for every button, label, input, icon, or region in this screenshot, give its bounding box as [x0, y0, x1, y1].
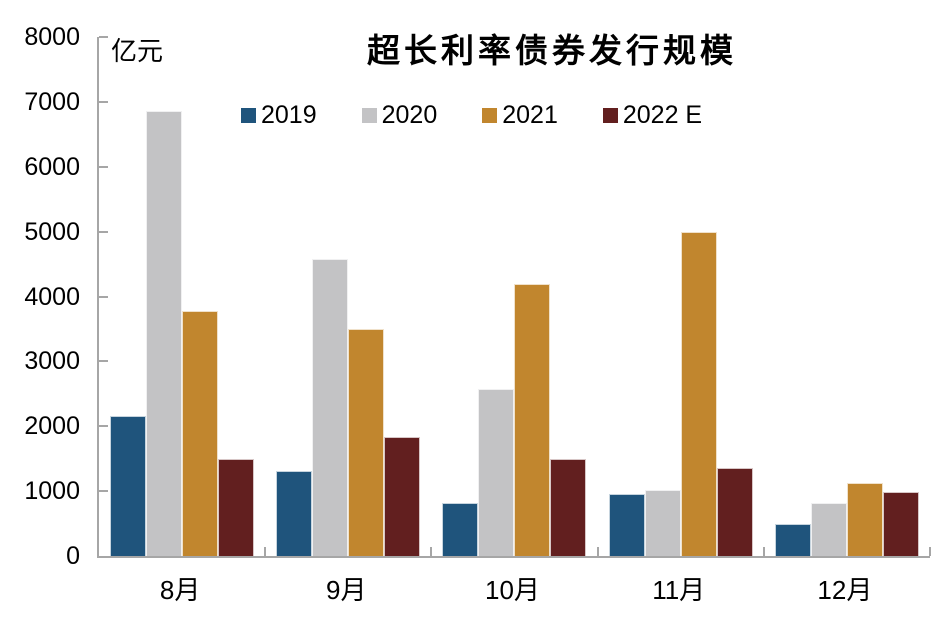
bar-group-11月 — [598, 37, 764, 556]
y-axis-tick — [99, 360, 108, 363]
x-axis-tick — [596, 547, 599, 556]
x-axis-label-11月: 11月 — [652, 575, 706, 605]
y-axis-tick — [99, 36, 108, 38]
bar-2020-10月 — [478, 389, 515, 556]
y-axis-label-7000: 7000 — [24, 87, 80, 116]
bar-2022E-12月 — [882, 491, 919, 556]
bar-2019-10月 — [442, 502, 479, 556]
legend-item-2021: 2021 — [482, 101, 558, 130]
bar-2022E-10月 — [550, 459, 587, 556]
y-axis-tick — [99, 425, 108, 428]
legend-label: 2020 — [381, 101, 438, 129]
plot-area — [97, 36, 931, 558]
x-axis-label-10月: 10月 — [485, 575, 540, 605]
y-axis-label-5000: 5000 — [24, 217, 80, 246]
bar-2021-9月 — [348, 328, 385, 556]
legend-item-2020: 2020 — [361, 101, 438, 130]
legend-swatch-icon — [482, 108, 498, 123]
legend-swatch-icon — [602, 108, 618, 123]
legend: 2019 2020 2021 2022 E — [241, 101, 702, 130]
legend-item-2019: 2019 — [241, 101, 317, 130]
bar-2021-11月 — [680, 231, 717, 556]
bar-2022E-9月 — [384, 436, 421, 556]
legend-label: 2022 E — [622, 101, 703, 129]
y-axis-label-3000: 3000 — [24, 347, 80, 376]
bar-2021-12月 — [846, 482, 883, 556]
y-axis-label-6000: 6000 — [24, 152, 80, 181]
bar-2019-9月 — [276, 471, 313, 556]
bar-group-8月 — [99, 37, 265, 556]
bar-2020-8月 — [146, 110, 183, 556]
y-axis-label-2000: 2000 — [24, 412, 80, 441]
bar-2019-8月 — [110, 415, 147, 556]
bar-2019-11月 — [608, 494, 645, 556]
x-axis-tick — [430, 547, 433, 556]
bar-2019-12月 — [774, 523, 811, 556]
bar-2022E-8月 — [218, 459, 255, 556]
x-axis-label-9月: 9月 — [326, 575, 367, 605]
y-axis-tick — [99, 295, 108, 298]
y-axis-tick — [99, 230, 108, 233]
legend-label: 2019 — [261, 101, 317, 129]
y-axis-tick — [99, 100, 108, 103]
x-axis-tick — [264, 547, 267, 556]
bar-2022E-11月 — [716, 467, 753, 556]
bar-2021-10月 — [514, 283, 551, 556]
bar-2021-8月 — [182, 310, 219, 556]
legend-label: 2021 — [502, 101, 558, 129]
y-axis-label-4000: 4000 — [24, 282, 80, 311]
x-axis-tick — [929, 547, 931, 556]
y-axis-label-8000: 8000 — [24, 23, 80, 51]
bar-2020-12月 — [810, 502, 847, 556]
bar-group-12月 — [764, 37, 930, 556]
y-axis-unit-label: 亿元 — [111, 36, 164, 66]
bar-2020-11月 — [644, 490, 681, 556]
x-axis-label-12月: 12月 — [817, 575, 873, 605]
y-axis-label-0: 0 — [66, 542, 80, 570]
y-axis-label-1000: 1000 — [24, 477, 80, 506]
legend-swatch-icon — [241, 108, 256, 123]
y-axis-tick — [99, 165, 108, 168]
chart-title: 超长利率债券发行规模 — [367, 32, 737, 69]
x-axis-label-8月: 8月 — [159, 575, 201, 605]
bar-group-9月 — [265, 37, 431, 556]
legend-swatch-icon — [361, 108, 377, 123]
x-axis-tick — [762, 547, 765, 556]
y-axis-tick — [99, 490, 108, 493]
bar-group-10月 — [431, 37, 597, 556]
legend-item-2022E: 2022 E — [602, 101, 703, 130]
bar-2020-9月 — [312, 258, 349, 556]
